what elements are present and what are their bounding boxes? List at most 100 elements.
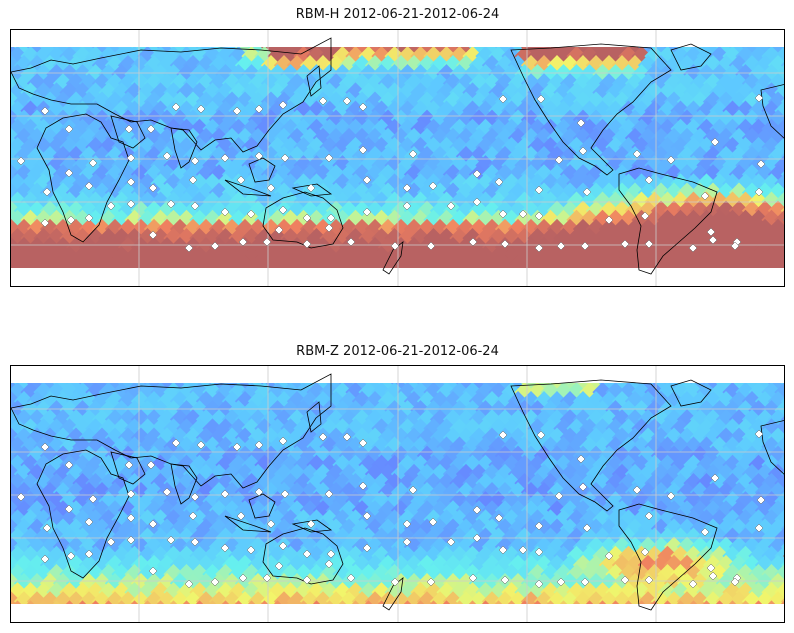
field-cell bbox=[260, 182, 282, 203]
field-cell bbox=[65, 536, 87, 557]
field-cell bbox=[371, 173, 392, 194]
field-cell bbox=[709, 227, 730, 249]
field-cell bbox=[514, 64, 535, 85]
field-cell bbox=[546, 536, 568, 557]
field-cell bbox=[111, 209, 132, 231]
field-cell bbox=[572, 409, 594, 430]
station-marker bbox=[578, 482, 588, 492]
field-cell bbox=[182, 554, 204, 576]
field-cell bbox=[514, 509, 535, 530]
field-cell bbox=[345, 418, 366, 439]
field-cell bbox=[501, 64, 522, 85]
field-cell bbox=[689, 554, 711, 576]
field-cell bbox=[663, 536, 685, 557]
field-cell bbox=[403, 409, 425, 430]
field-cell bbox=[546, 463, 568, 485]
field-cell bbox=[689, 218, 711, 240]
field-cell bbox=[26, 218, 48, 240]
field-cell bbox=[644, 209, 665, 231]
field-cell bbox=[631, 582, 652, 603]
field-cell bbox=[195, 127, 217, 149]
no-data-band bbox=[11, 604, 784, 622]
field-cell bbox=[52, 218, 74, 240]
field-cell bbox=[130, 164, 152, 185]
field-cell bbox=[566, 418, 587, 439]
station-marker bbox=[708, 235, 718, 245]
station-marker bbox=[306, 519, 316, 529]
station-marker bbox=[188, 175, 198, 185]
field-cell bbox=[663, 463, 685, 485]
station-marker bbox=[210, 577, 220, 587]
field-cell bbox=[436, 227, 457, 249]
field-cell bbox=[195, 164, 217, 185]
field-cell bbox=[559, 409, 581, 430]
station-marker bbox=[40, 218, 50, 228]
field-cell bbox=[462, 209, 483, 231]
field-cell bbox=[156, 391, 178, 412]
field-cell bbox=[332, 582, 353, 603]
field-cell bbox=[176, 454, 197, 476]
field-cell bbox=[611, 409, 633, 430]
field-cell bbox=[579, 173, 600, 194]
station-marker bbox=[126, 153, 136, 163]
field-cell bbox=[143, 445, 165, 466]
field-cell bbox=[741, 409, 763, 430]
field-cell bbox=[91, 164, 113, 185]
station-marker bbox=[196, 104, 206, 114]
field-cell bbox=[702, 536, 724, 557]
field-cell bbox=[676, 536, 698, 557]
field-cell bbox=[156, 55, 178, 76]
field-cell bbox=[676, 164, 698, 185]
field-cell bbox=[59, 173, 80, 194]
field-cell bbox=[696, 227, 717, 249]
field-cell bbox=[384, 400, 405, 421]
station-marker bbox=[688, 243, 698, 253]
field-cell bbox=[553, 209, 574, 231]
field-cell bbox=[65, 554, 87, 576]
field-cell bbox=[520, 536, 542, 557]
field-cell bbox=[267, 173, 288, 194]
station-marker bbox=[494, 513, 504, 523]
field-cell bbox=[748, 509, 769, 530]
field-cell bbox=[670, 582, 691, 603]
field-cell bbox=[429, 218, 451, 240]
station-marker bbox=[688, 579, 698, 589]
field-cell bbox=[273, 409, 295, 430]
field-cell bbox=[202, 400, 223, 421]
field-cell bbox=[182, 91, 204, 112]
field-cell bbox=[377, 182, 399, 203]
field-cell bbox=[494, 536, 516, 557]
field-cell bbox=[585, 182, 607, 203]
field-cell bbox=[559, 554, 581, 576]
field-cell bbox=[358, 118, 379, 140]
field-cell bbox=[644, 400, 665, 421]
field-cell bbox=[215, 100, 236, 121]
field-cell bbox=[59, 64, 80, 85]
field-cell bbox=[98, 509, 119, 530]
station-marker bbox=[342, 96, 352, 106]
field-cell bbox=[748, 400, 769, 421]
field-cell bbox=[384, 509, 405, 530]
field-cell bbox=[449, 400, 470, 421]
field-cell bbox=[338, 164, 360, 185]
field-cell bbox=[163, 118, 184, 140]
field-cell bbox=[618, 582, 639, 603]
field-cell bbox=[676, 182, 698, 203]
field-cell bbox=[85, 400, 106, 421]
station-marker bbox=[171, 102, 181, 112]
field-cell bbox=[72, 418, 93, 439]
field-cell bbox=[436, 400, 457, 421]
field-cell bbox=[195, 182, 217, 203]
field-cell bbox=[176, 418, 197, 439]
field-cell bbox=[163, 100, 184, 121]
field-cell bbox=[91, 182, 113, 203]
field-cell bbox=[507, 182, 529, 203]
field-cell bbox=[449, 418, 470, 439]
station-marker bbox=[402, 183, 412, 193]
field-cell bbox=[559, 218, 581, 240]
station-marker bbox=[124, 124, 134, 134]
field-cell bbox=[410, 173, 431, 194]
field-cell bbox=[345, 582, 366, 603]
field-cell bbox=[273, 182, 295, 203]
field-cell bbox=[299, 554, 321, 576]
